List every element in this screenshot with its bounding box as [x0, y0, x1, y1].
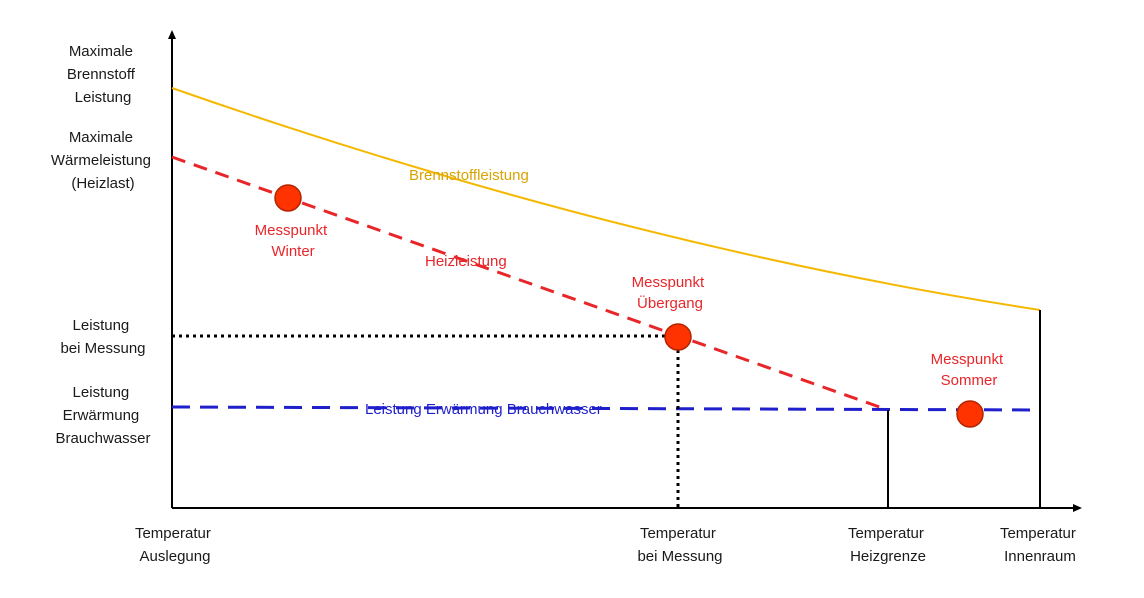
- y-label-max-heat: Maximale Wärmeleistung (Heizlast): [51, 129, 155, 192]
- measurement-point-transition: [664, 323, 692, 351]
- y-label-max-fuel: Maximale Brennstoff Leistung: [67, 43, 139, 106]
- y-label-hot-water: Leistung Erwärmung Brauchwasser: [55, 384, 150, 447]
- fuel-power-label: Brennstoffleistung: [409, 167, 529, 184]
- heating-power-label: Heizleistung: [425, 253, 507, 270]
- transition-point-label: Messpunkt Übergang: [632, 274, 709, 312]
- fuel-power-curve: [171, 87, 1041, 311]
- x-label-heating-limit: Temperatur Heizgrenze: [848, 525, 928, 565]
- hot-water-power-label: Leistung Erwärmung Brauchwasser: [365, 401, 602, 418]
- y-label-measured: Leistung bei Messung: [60, 317, 145, 357]
- x-label-design: Temperatur Auslegung: [135, 525, 215, 565]
- x-label-measured: Temperatur bei Messung: [637, 525, 722, 565]
- winter-point-label: Messpunkt Winter: [255, 222, 332, 260]
- x-label-indoor: Temperatur Innenraum: [1000, 525, 1080, 565]
- summer-point-label: Messpunkt Sommer: [931, 351, 1008, 389]
- measurement-point-summer: [956, 400, 984, 428]
- hot-water-power-line: [171, 405, 1041, 412]
- measurement-point-winter: [274, 184, 302, 212]
